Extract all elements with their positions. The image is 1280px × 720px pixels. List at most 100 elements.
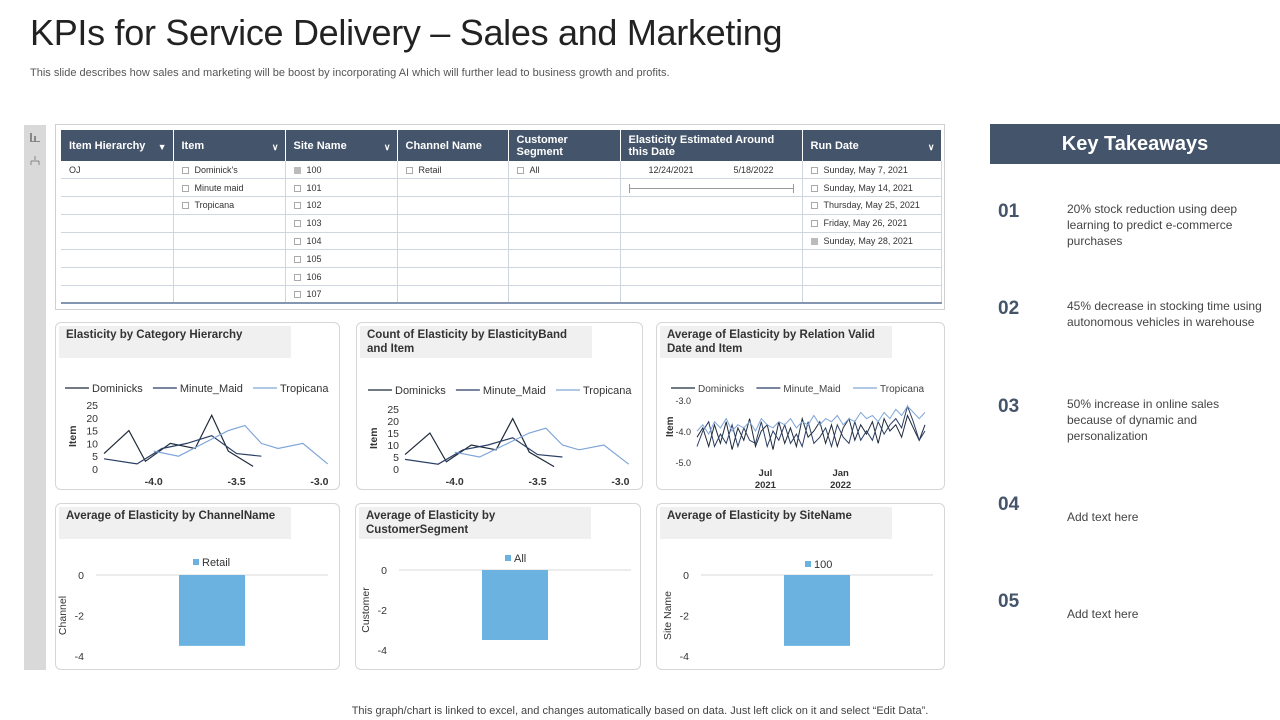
checkbox[interactable] xyxy=(181,202,189,210)
column-header[interactable]: Run Date ∨ xyxy=(802,130,942,161)
slicer-option[interactable]: 100 xyxy=(285,161,398,180)
slicer-option[interactable]: 101 xyxy=(285,178,398,198)
legend-label: Tropicana xyxy=(880,384,925,395)
slicer-option[interactable]: 107 xyxy=(285,285,398,305)
table-cell xyxy=(508,178,621,198)
slicer-option[interactable]: Friday, May 26, 2021 xyxy=(802,214,942,233)
checkbox[interactable] xyxy=(293,220,301,228)
chart-elasticity-by-date[interactable]: Average of Elasticity by Relation Valid … xyxy=(656,322,945,491)
slicer-item-label: Dominick's xyxy=(194,164,238,175)
checkbox[interactable] xyxy=(810,238,818,246)
y-tick-label: -5.0 xyxy=(675,458,691,468)
checkbox[interactable] xyxy=(810,184,818,192)
column-header[interactable]: Elasticity Estimated Around this Date xyxy=(620,130,803,161)
column-header-label: Channel Name xyxy=(405,139,482,152)
bar-chart-svg: 100 0 -2 -4 Site Name xyxy=(662,559,933,663)
takeaway-text[interactable]: 20% stock reduction using deep learning … xyxy=(1067,202,1238,248)
slicer-table-panel: Item Hierarchy ▼ Item ∨ Site Name ∨ Channel Na… xyxy=(55,124,945,310)
slicer-option[interactable]: Tropicana xyxy=(173,196,286,215)
takeaway-text[interactable]: 45% decrease in stocking time using auto… xyxy=(1067,299,1262,329)
y-tick-label: 10 xyxy=(86,438,98,450)
slicer-option[interactable]: 104 xyxy=(285,232,398,251)
checkbox[interactable] xyxy=(293,166,301,174)
checkbox[interactable] xyxy=(293,273,301,281)
checkbox[interactable] xyxy=(516,166,524,174)
chevron-down-icon[interactable]: ∨ xyxy=(271,142,279,152)
table-row: OJ Dominick's 100 Retail All 12/24/2021 5/18/2… xyxy=(61,161,942,180)
date-end[interactable]: 5/18/2022 xyxy=(733,164,774,175)
y-tick-label: 25 xyxy=(387,404,399,416)
column-header[interactable]: Item Hierarchy ▼ xyxy=(61,130,174,161)
table-cell xyxy=(61,249,174,269)
slicer-option[interactable]: Sunday, May 7, 2021 xyxy=(802,161,942,180)
y-tick-label: -2 xyxy=(680,611,689,623)
checkbox[interactable] xyxy=(293,291,301,299)
checkbox[interactable] xyxy=(293,238,301,246)
table-cell xyxy=(620,249,803,269)
x-tick-label: Jul xyxy=(759,468,773,479)
table-cell xyxy=(61,178,174,198)
legend-label: Minute_Maid xyxy=(783,384,840,395)
column-header[interactable]: Item ∨ xyxy=(173,130,286,161)
checkbox[interactable] xyxy=(181,166,189,174)
slicer-item-label: 106 xyxy=(306,271,322,282)
column-header[interactable]: Site Name ∨ xyxy=(285,130,398,161)
date-range-slider[interactable] xyxy=(628,183,794,196)
checkbox[interactable] xyxy=(810,220,818,228)
table-cell xyxy=(802,267,942,287)
slicer-option[interactable]: 103 xyxy=(285,214,398,233)
slicer-option[interactable]: Dominick's xyxy=(173,161,286,180)
table-cell xyxy=(61,214,174,233)
date-start[interactable]: 12/24/2021 xyxy=(648,164,694,175)
slicer-option[interactable]: 106 xyxy=(285,267,398,287)
chevron-down-icon[interactable]: ∨ xyxy=(383,142,391,152)
slicer-option[interactable]: 105 xyxy=(285,249,398,269)
table-cell xyxy=(508,214,621,233)
takeaway-number: 05 xyxy=(998,591,1020,612)
chart-elasticity-by-segment[interactable]: Average of Elasticity by CustomerSegment… xyxy=(355,503,641,670)
table-cell xyxy=(397,196,509,215)
y-tick-label: 20 xyxy=(387,416,399,428)
date-range: 12/24/2021 5/18/2022 xyxy=(629,165,794,175)
slicer-option[interactable]: Sunday, May 14, 2021 xyxy=(802,178,942,198)
checkbox[interactable] xyxy=(181,184,189,192)
checkbox[interactable] xyxy=(810,166,818,174)
slicer-item-label: Friday, May 26, 2021 xyxy=(823,218,908,229)
hierarchy-label[interactable]: OJ xyxy=(69,164,81,175)
chart-elasticity-by-channel[interactable]: Average of Elasticity by ChannelName Ret… xyxy=(55,503,340,670)
slicer-item-label: 102 xyxy=(306,200,322,211)
slicer-item-label: All xyxy=(529,164,540,175)
bar-chart-icon[interactable] xyxy=(29,131,41,143)
chevron-down-icon[interactable]: ▼ xyxy=(157,142,167,152)
chart-count-of-elasticity[interactable]: Count of Elasticity by ElasticityBand an… xyxy=(356,322,643,490)
slicer-option[interactable]: 102 xyxy=(285,196,398,215)
slicer-option[interactable]: Thursday, May 25, 2021 xyxy=(802,196,942,215)
takeaway-text[interactable]: Add text here xyxy=(1067,510,1139,524)
hierarchy-icon[interactable] xyxy=(29,155,41,167)
checkbox[interactable] xyxy=(810,202,818,210)
series-line-minute-maid xyxy=(404,437,563,465)
table-cell: OJ xyxy=(61,161,174,180)
table-cell xyxy=(61,267,174,287)
slicer-option[interactable]: Sunday, May 28, 2021 xyxy=(802,232,942,251)
chevron-down-icon[interactable]: ∨ xyxy=(927,142,935,152)
column-header[interactable]: Channel Name xyxy=(397,130,509,161)
slicer-option[interactable]: All xyxy=(508,161,621,180)
checkbox[interactable] xyxy=(293,202,301,210)
slicer-option[interactable]: Minute maid xyxy=(173,178,286,198)
chart-elasticity-by-site[interactable]: Average of Elasticity by SiteName 100 0 -2… xyxy=(656,503,945,670)
filter-pane-toolbar xyxy=(24,125,46,670)
takeaway-text[interactable]: 50% increase in online sales because of … xyxy=(1067,397,1220,443)
checkbox[interactable] xyxy=(293,184,301,192)
page-title: KPIs for Service Delivery – Sales and Ma… xyxy=(30,12,783,53)
y-tick-label: 10 xyxy=(387,440,399,452)
chart-elasticity-by-category[interactable]: Elasticity by Category Hierarchy Dominic… xyxy=(55,322,340,490)
column-header[interactable]: Customer Segment xyxy=(508,130,621,161)
y-tick-label: -2 xyxy=(378,605,387,617)
checkbox[interactable] xyxy=(405,166,413,174)
takeaway-text[interactable]: Add text here xyxy=(1067,607,1139,621)
checkbox[interactable] xyxy=(293,255,301,263)
series-line-tropicana xyxy=(696,405,926,436)
slicer-option[interactable]: Retail xyxy=(397,161,509,180)
